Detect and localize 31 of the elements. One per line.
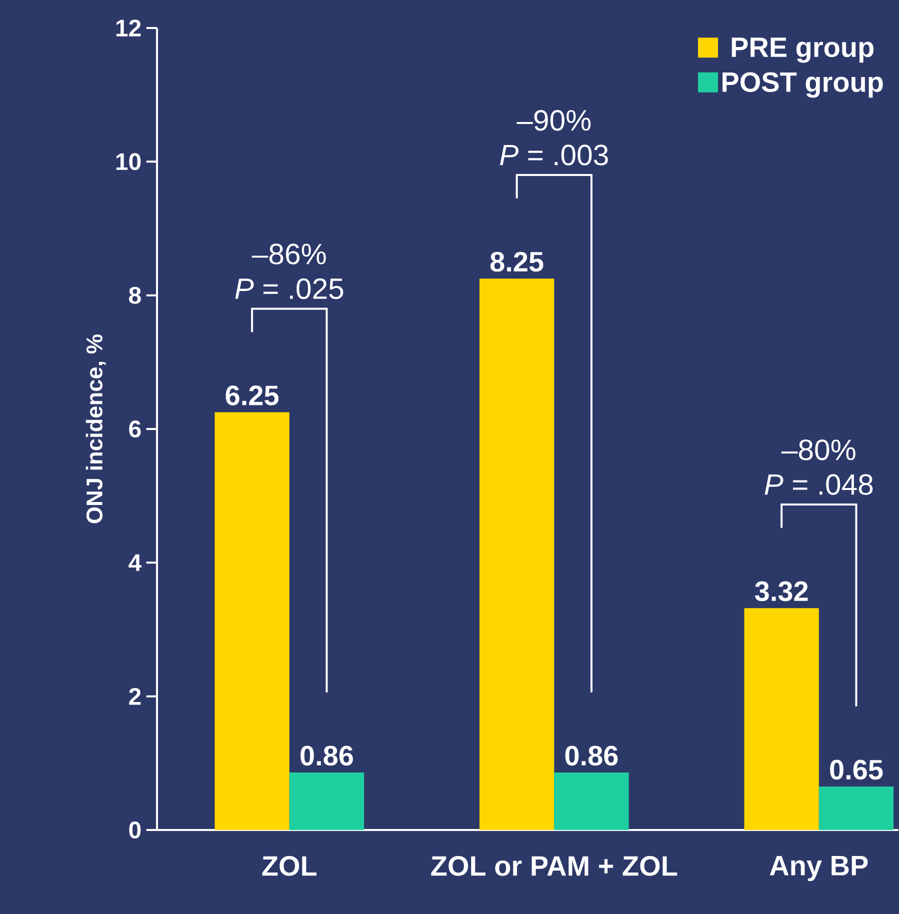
bar bbox=[214, 412, 290, 830]
y-tick-label: 12 bbox=[116, 20, 140, 36]
data-label: 8.25 bbox=[490, 252, 544, 272]
bar bbox=[744, 608, 819, 830]
data-label: 0.65 bbox=[830, 760, 883, 780]
annotation: P = .025 bbox=[235, 278, 344, 300]
y-tick-label: 10 bbox=[116, 153, 140, 170]
annotation: –90% bbox=[516, 110, 590, 131]
x-tick-label: Any BP bbox=[770, 856, 868, 882]
y-axis-title: ONJ incidence, % bbox=[86, 334, 106, 524]
y-tick-label: 6 bbox=[128, 420, 141, 438]
bar bbox=[479, 278, 554, 830]
y-tick-label: 2 bbox=[128, 688, 140, 705]
legend-label: PRE group bbox=[732, 38, 874, 63]
data-label: 0.86 bbox=[300, 746, 353, 766]
y-tick-label: 0 bbox=[129, 821, 140, 838]
data-label: 6.25 bbox=[226, 386, 278, 406]
annotation: –80% bbox=[781, 439, 856, 460]
annotation: –86% bbox=[252, 244, 326, 264]
bar bbox=[554, 772, 629, 830]
bar bbox=[818, 786, 894, 830]
legend-label: POST group bbox=[722, 72, 883, 98]
annotation: P = .048 bbox=[764, 474, 872, 495]
data-label: 3.32 bbox=[754, 581, 808, 602]
x-tick-label: ZOL or PAM + ZOL bbox=[431, 856, 677, 876]
annotation: P = .003 bbox=[500, 144, 608, 166]
y-tick-label: 8 bbox=[128, 286, 141, 304]
data-label: 0.86 bbox=[565, 746, 618, 766]
y-tick-label: 4 bbox=[128, 554, 142, 571]
x-tick-label: ZOL bbox=[262, 856, 316, 876]
bar bbox=[289, 772, 364, 830]
